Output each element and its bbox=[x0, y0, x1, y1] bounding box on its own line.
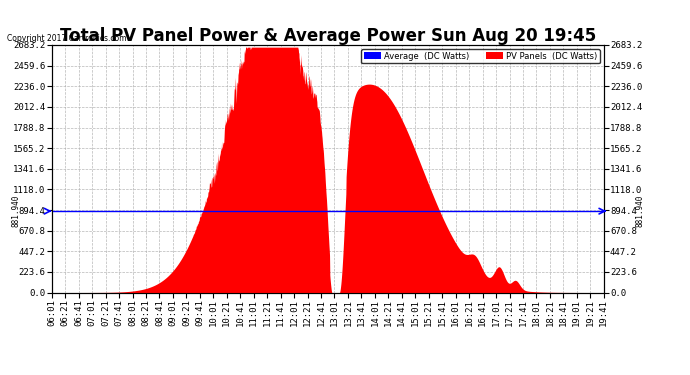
Text: 881.940: 881.940 bbox=[11, 195, 21, 227]
Title: Total PV Panel Power & Average Power Sun Aug 20 19:45: Total PV Panel Power & Average Power Sun… bbox=[59, 27, 596, 45]
Text: 881.940: 881.940 bbox=[635, 195, 644, 227]
Legend: Average  (DC Watts), PV Panels  (DC Watts): Average (DC Watts), PV Panels (DC Watts) bbox=[362, 49, 600, 63]
Text: Copyright 2017 Cartronics.com: Copyright 2017 Cartronics.com bbox=[7, 34, 126, 43]
